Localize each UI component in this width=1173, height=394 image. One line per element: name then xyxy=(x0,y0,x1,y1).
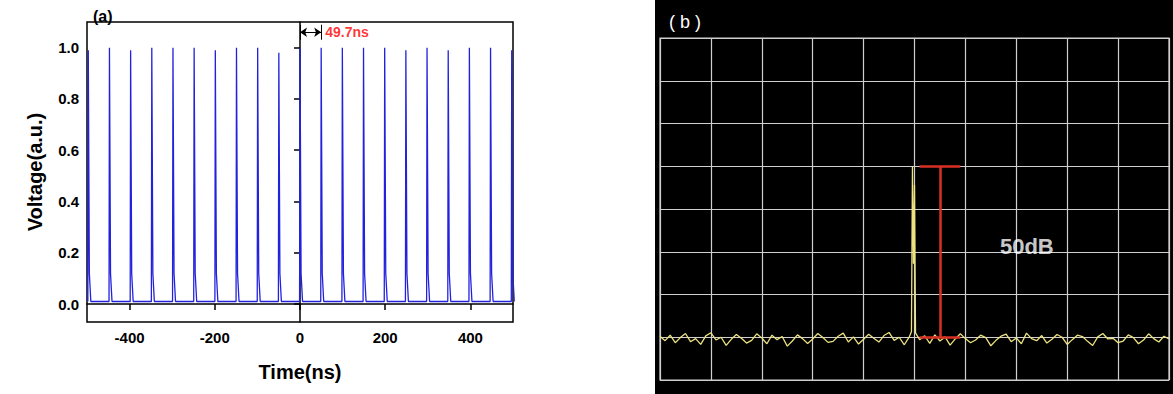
svg-text:50dB: 50dB xyxy=(1000,234,1054,259)
svg-text:0.0: 0.0 xyxy=(58,296,79,313)
svg-text:( b ): ( b ) xyxy=(669,12,701,32)
svg-text:1.0: 1.0 xyxy=(58,39,79,56)
svg-text:0.2: 0.2 xyxy=(58,244,79,261)
svg-text:Time(ns): Time(ns) xyxy=(259,361,342,383)
svg-text:0: 0 xyxy=(296,329,304,346)
svg-text:Voltage(a.u.): Voltage(a.u.) xyxy=(24,113,46,232)
svg-text:200: 200 xyxy=(373,329,398,346)
svg-text:0.6: 0.6 xyxy=(58,142,79,159)
svg-text:49.7ns: 49.7ns xyxy=(325,24,369,40)
svg-text:-400: -400 xyxy=(115,329,145,346)
svg-text:0.4: 0.4 xyxy=(58,193,80,210)
svg-text:-200: -200 xyxy=(200,329,230,346)
svg-text:0.8: 0.8 xyxy=(58,90,79,107)
svg-text:(a): (a) xyxy=(93,8,113,25)
svg-text:400: 400 xyxy=(458,329,483,346)
